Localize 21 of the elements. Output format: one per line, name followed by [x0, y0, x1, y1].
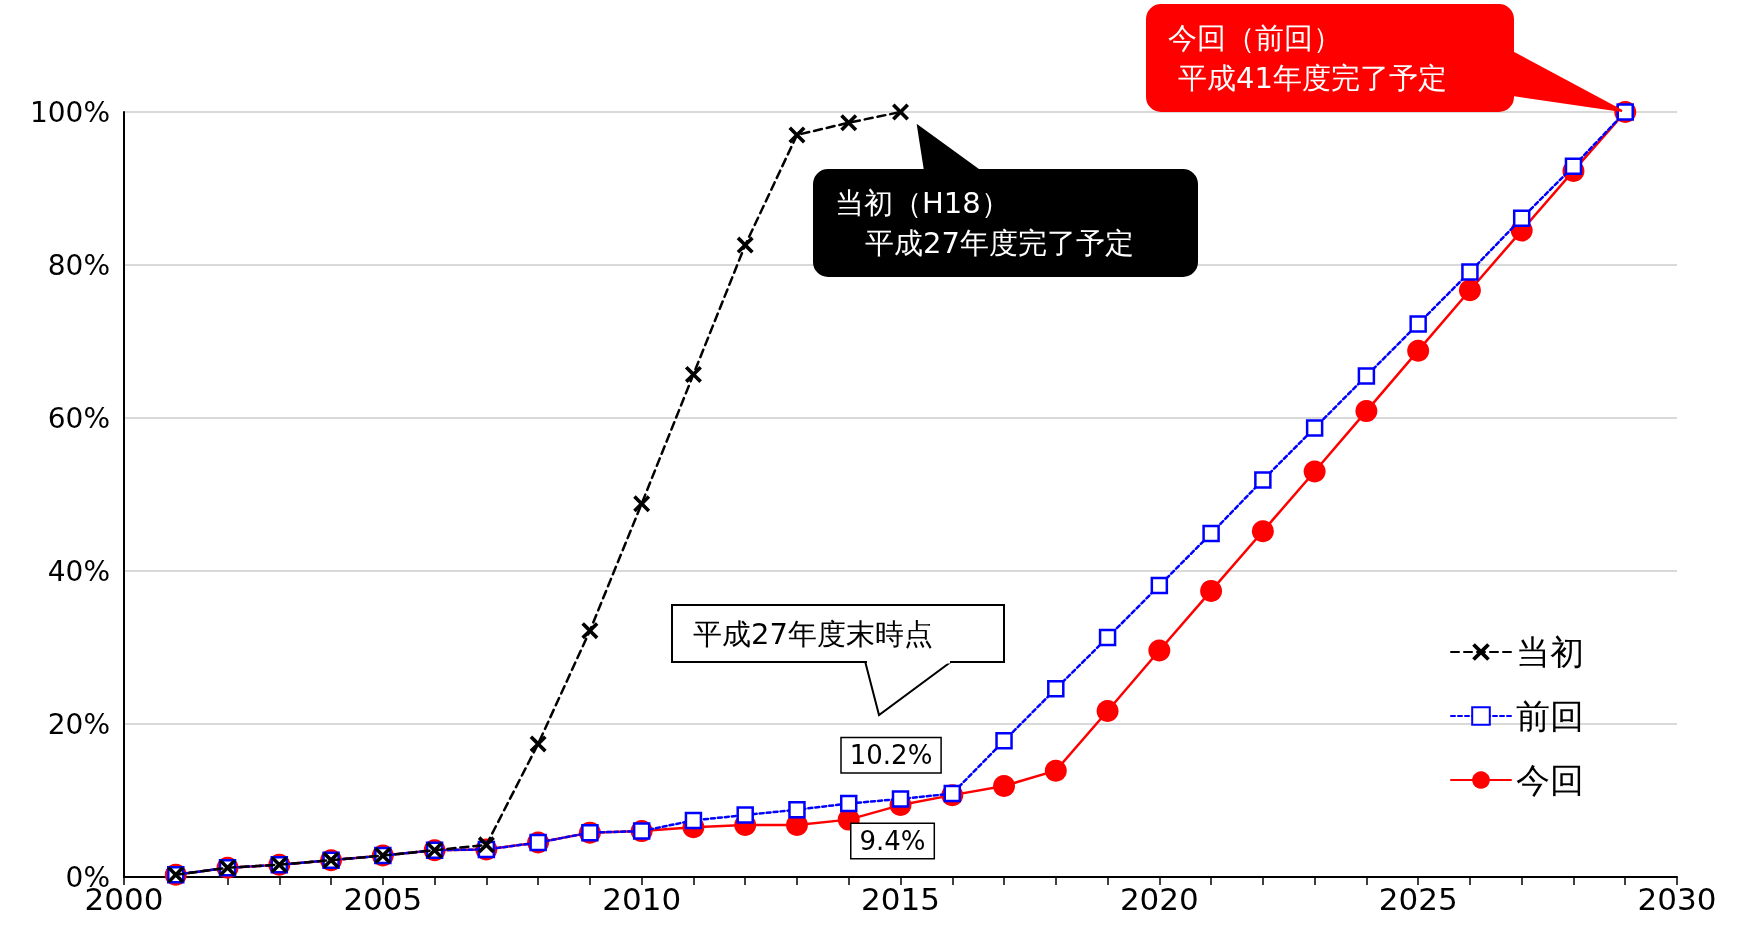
y-tick-label: 80%: [47, 248, 110, 282]
legend-label: 今回: [1516, 760, 1584, 800]
x-tick-label: 2010: [602, 880, 682, 917]
data-label: 10.2%: [849, 740, 933, 771]
y-tick-label: 20%: [47, 707, 110, 741]
text: 今回（前回）: [1168, 20, 1343, 57]
x-tick-label: 2020: [1119, 880, 1199, 917]
y-tick-label: 100%: [29, 95, 110, 129]
annotation: 当初（H18）: [835, 185, 1011, 222]
y-tick-label: 40%: [47, 554, 110, 588]
legend-label: 前回: [1516, 696, 1584, 736]
y-tick-label: 60%: [47, 401, 110, 435]
text: 平成41年度完了予定: [1177, 60, 1448, 97]
annotation: 平成27年度末時点: [693, 615, 934, 653]
data-label: 9.4%: [859, 826, 926, 857]
x-tick-label: 2015: [861, 880, 940, 917]
x-tick-label: 2030: [1637, 880, 1717, 917]
x-tick-label: 2005: [343, 880, 423, 917]
x-tick-label: 2025: [1378, 880, 1458, 917]
annotation: 平成27年度完了予定: [864, 225, 1135, 262]
legend-label: 当初: [1516, 632, 1584, 672]
